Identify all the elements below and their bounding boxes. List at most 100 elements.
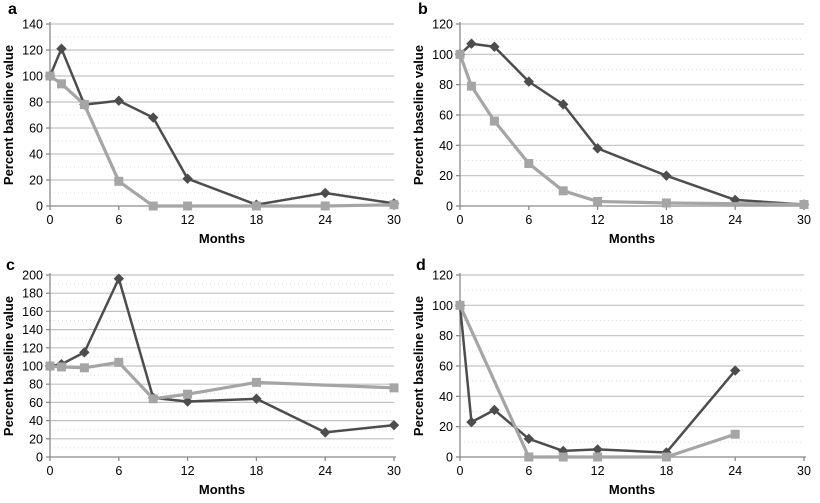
x-tick-label: 30 <box>387 464 401 478</box>
y-tick-label: 40 <box>439 139 453 153</box>
diamond-series-line <box>458 305 737 454</box>
x-tick-label: 0 <box>47 464 54 478</box>
square-marker <box>148 394 158 404</box>
y-tick-label: 60 <box>29 396 43 410</box>
square-marker <box>79 363 89 373</box>
panel-b-label: b <box>418 1 428 18</box>
square-marker <box>489 116 499 126</box>
square-marker <box>593 452 603 462</box>
diamond-marker <box>592 444 603 455</box>
x-tick-label: 24 <box>728 213 742 227</box>
panel-b: b 0 20 40 60 80 100 120 0 6 12 18 24 30 Percent basel… <box>410 0 820 250</box>
panel-a-chart: 0 20 40 60 80 100 120 140 0 6 12 18 24 30 Percent base… <box>1 18 401 247</box>
y-tick-label: 40 <box>29 148 43 162</box>
square-series-line <box>458 304 736 459</box>
x-tick-label: 30 <box>387 213 401 227</box>
diamond-series-line <box>48 47 395 206</box>
y-tick-label: 100 <box>432 48 453 62</box>
diamond-marker <box>148 112 159 123</box>
y-tick-label: 120 <box>432 18 453 32</box>
square-marker <box>593 196 603 206</box>
diamond-marker <box>113 95 124 106</box>
x-axis-title: Months <box>609 482 655 497</box>
y-tick-label: 100 <box>22 360 43 374</box>
y-tick-label: 0 <box>446 451 453 465</box>
square-marker <box>56 362 66 372</box>
x-tick-label: 0 <box>47 213 54 227</box>
square-marker <box>56 79 66 89</box>
y-tick-label: 60 <box>29 122 43 136</box>
x-tick-label: 6 <box>115 213 122 227</box>
square-marker <box>466 81 476 91</box>
square-marker <box>389 200 399 210</box>
square-marker <box>661 452 671 462</box>
diamond-marker <box>251 393 262 404</box>
square-marker <box>799 199 809 209</box>
x-tick-label: 12 <box>181 464 195 478</box>
y-tick-label: 80 <box>439 329 453 343</box>
square-series-line <box>458 53 805 207</box>
panel-d-chart: 0 20 40 60 80 100 120 0 6 12 18 24 30 Percent baselin… <box>411 269 811 498</box>
x-tick-label: 30 <box>797 213 811 227</box>
square-marker <box>455 300 465 310</box>
y-tick-label: 0 <box>446 200 453 214</box>
y-tick-label: 0 <box>36 451 43 465</box>
x-tick-label: 6 <box>525 213 532 227</box>
y-tick-label: 120 <box>22 341 43 355</box>
x-tick-label: 0 <box>457 213 464 227</box>
x-tick-label: 24 <box>318 213 332 227</box>
y-tick-label: 120 <box>22 44 43 58</box>
y-tick-label: 120 <box>432 269 453 283</box>
square-marker <box>251 201 261 211</box>
y-axis-title: Percent baseline value <box>411 45 426 185</box>
square-marker <box>45 361 55 371</box>
square-marker <box>524 452 534 462</box>
y-tick-label: 60 <box>439 360 453 374</box>
y-tick-label: 20 <box>439 420 453 434</box>
x-tick-label: 24 <box>728 464 742 478</box>
x-axis-title: Months <box>199 482 245 497</box>
diamond-marker <box>182 173 193 184</box>
y-tick-label: 20 <box>439 169 453 183</box>
y-tick-label: 140 <box>22 323 43 337</box>
panel-c: c 0 20 40 60 80 100 120 140 160 180 200 0 6 12 18 24 30 P… <box>0 250 410 503</box>
square-marker <box>79 100 89 110</box>
diamond-marker <box>489 404 500 416</box>
y-tick-label: 20 <box>29 174 43 188</box>
square-marker <box>320 201 330 211</box>
diamond-marker <box>182 396 193 407</box>
y-tick-label: 140 <box>22 18 43 32</box>
diamond-marker <box>113 273 124 284</box>
diamond-marker <box>489 41 500 52</box>
x-tick-label: 6 <box>115 464 122 478</box>
diamond-marker <box>466 38 477 49</box>
y-tick-label: 100 <box>22 70 43 84</box>
x-tick-label: 18 <box>249 464 263 478</box>
diamond-series-line <box>459 42 805 206</box>
x-tick-label: 30 <box>797 464 811 478</box>
y-axis-title: Percent baseline value <box>1 296 16 436</box>
diamond-marker <box>388 419 400 431</box>
panel-b-chart: 0 20 40 60 80 100 120 0 6 12 18 24 30 Percent baselin… <box>411 18 811 247</box>
square-marker <box>251 377 261 387</box>
square-marker <box>524 159 534 169</box>
x-tick-label: 12 <box>181 213 195 227</box>
x-tick-label: 18 <box>249 213 263 227</box>
diamond-marker <box>661 170 672 181</box>
x-tick-label: 12 <box>591 213 605 227</box>
square-marker <box>114 357 124 367</box>
y-tick-label: 80 <box>29 378 43 392</box>
square-marker <box>661 198 671 208</box>
panel-d-label: d <box>416 257 426 274</box>
y-tick-label: 80 <box>439 78 453 92</box>
diamond-marker <box>320 187 331 199</box>
square-marker <box>45 71 55 81</box>
panel-c-label: c <box>6 257 15 274</box>
diamond-marker <box>56 43 67 54</box>
diamond-marker <box>79 347 90 358</box>
y-tick-label: 40 <box>439 390 453 404</box>
x-tick-label: 0 <box>457 464 464 478</box>
y-tick-label: 20 <box>29 432 43 446</box>
square-marker <box>148 201 158 211</box>
